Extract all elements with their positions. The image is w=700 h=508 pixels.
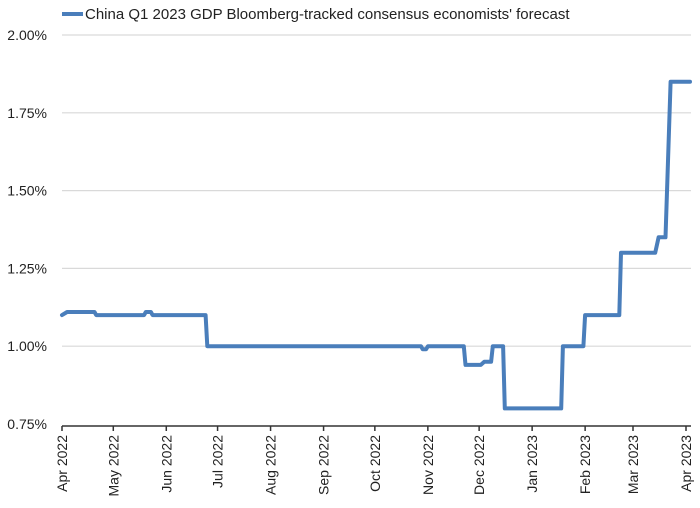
x-tick-label: Jul 2022 — [210, 435, 226, 488]
x-tick-label: Jan 2023 — [524, 435, 540, 493]
x-tick-label: Aug 2022 — [263, 435, 279, 495]
y-tick-label: 1.75% — [7, 105, 47, 121]
x-tick-label: Apr 2022 — [54, 435, 70, 492]
x-tick-label: Dec 2022 — [471, 435, 487, 495]
legend-label: China Q1 2023 GDP Bloomberg-tracked cons… — [85, 6, 570, 23]
y-axis-labels: 0.75% 1.00% 1.25% 1.50% 1.75% 2.00% — [7, 27, 47, 432]
y-tick-label: 2.00% — [7, 27, 47, 43]
x-tick-label: Feb 2023 — [577, 435, 593, 494]
gridlines — [62, 34, 691, 347]
x-tick-label: Sep 2022 — [316, 435, 332, 495]
x-tick-label: Oct 2022 — [367, 435, 383, 492]
y-tick-label: 1.25% — [7, 260, 47, 276]
y-tick-label: 0.75% — [7, 416, 47, 432]
x-tick-label: Nov 2022 — [420, 435, 436, 495]
x-axis: Apr 2022 May 2022 Jun 2022 Jul 2022 Aug 2022… — [54, 425, 694, 497]
series-line — [60, 79, 692, 411]
legend: China Q1 2023 GDP Bloomberg-tracked cons… — [62, 6, 570, 23]
x-tick-label: Apr 2023 — [678, 435, 694, 492]
x-tick-label: Jun 2022 — [158, 435, 174, 493]
x-tick-label: Mar 2023 — [625, 435, 641, 494]
series — [60, 79, 692, 411]
x-tick-label: May 2022 — [105, 435, 121, 497]
y-tick-label: 1.00% — [7, 338, 47, 354]
y-tick-label: 1.50% — [7, 183, 47, 199]
